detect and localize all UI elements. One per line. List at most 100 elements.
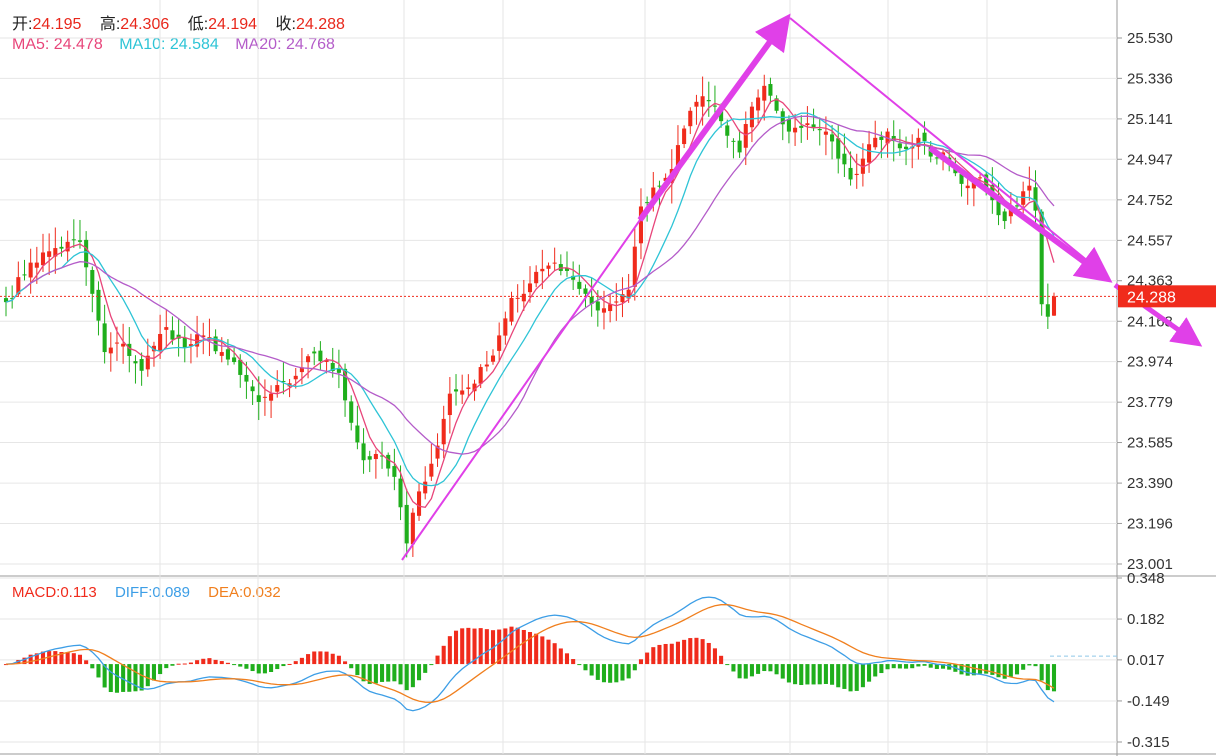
macd-bar-neg [626,664,631,679]
candle-up [306,356,311,363]
candle-up [626,289,631,299]
candlesticks [3,74,1057,558]
macd-bar-pos [22,657,27,665]
macd-tick-label: 0.348 [1127,570,1165,587]
macd-bar-pos [213,659,218,665]
macd-bar-neg [121,664,126,692]
macd-bar-pos [312,651,317,665]
macd-bar-neg [158,664,163,675]
candle-down [737,140,742,153]
macd-bar-neg [780,664,785,679]
macd-bar-neg [410,664,415,688]
candle-down [71,239,76,241]
macd-bar-pos [564,653,570,665]
candle-up [682,128,687,145]
price-tick-label: 23.390 [1127,475,1173,492]
macd-bar-pos [688,638,693,665]
price-tick-label: 25.141 [1127,111,1173,128]
macd-bar-neg [885,664,890,670]
macd-bar-neg [250,664,255,672]
macd-bar-neg [108,664,113,693]
macd-bar-pos [540,636,545,665]
macd-bar-pos [645,652,650,665]
candle-down [336,368,341,373]
candle-up [540,268,545,272]
macd-bar-pos [84,660,89,665]
candle-up [823,131,828,135]
high-value: 24.306 [120,16,170,33]
candle-down [404,504,409,544]
macd-bar-neg [398,664,403,685]
candle-up [552,262,557,264]
macd-bar-neg [891,664,896,669]
candle-up [53,248,58,257]
candle-up [965,185,970,189]
uptrend-arrow [637,13,791,222]
candle-down [349,401,354,423]
candle-up [762,85,767,101]
macd-bar-neg [632,664,637,671]
candle-down [786,119,791,132]
candle-down [959,174,964,184]
candle-down [984,174,989,188]
macd-bar-neg [749,664,754,677]
macd-bar-neg [238,664,243,667]
macd-bar-neg [1045,664,1050,691]
candle-up [275,385,280,392]
candle-up [1051,296,1057,316]
macd-bar-neg [959,664,964,675]
macd-bar-pos [28,654,33,665]
macd-bar-neg [595,664,600,680]
candle-up [429,463,434,477]
macd-bar-pos [453,630,459,665]
price-tick-label: 23.974 [1127,354,1173,371]
macd-bar-pos [546,639,551,665]
candle-up [466,387,471,389]
macd-bar-neg [990,664,995,675]
trend-arrows [401,13,1203,561]
macd-bar-neg [848,664,853,692]
macd-bar-neg [725,664,730,666]
macd-bar-neg [355,664,360,676]
downtrend-line [789,17,1106,276]
macd-bar-neg [373,664,378,684]
macd-bar-neg [1039,664,1044,681]
open-label: 开: [12,16,33,33]
candle-up [527,283,533,293]
ohlc-header: 开:24.195 高:24.306 低:24.194 收:24.288 [12,10,345,34]
candle-up [638,206,643,244]
macd-bar-pos [207,658,212,665]
macd-bar-pos [201,658,206,665]
macd-bar-pos [447,636,452,665]
candle-down [1014,205,1020,207]
candle-down [996,200,1001,216]
macd-bar-neg [867,664,872,682]
price-tick-label: 24.752 [1127,192,1173,209]
macd-bar-pos [534,633,539,665]
candle-up [151,345,156,352]
dea-line [5,604,1055,703]
candle-down [564,268,570,271]
macd-bar-neg [799,664,804,686]
macd-bar-pos [515,627,520,665]
candle-down [139,359,144,371]
macd-bar-neg [1027,664,1032,666]
macd-bar-neg [774,664,779,675]
candle-up [34,262,39,268]
candle-down [96,289,101,321]
macd-bar-neg [232,664,237,666]
macd-bar-pos [669,643,674,665]
macd-bar-neg [805,664,810,685]
candle-down [22,274,27,276]
candle-up [145,355,150,370]
macd-bar-neg [114,664,119,693]
macd-bar-pos [65,652,70,665]
macd-bar-neg [423,664,428,673]
macd-bar-pos [59,652,64,665]
ma5-legend: MA5: 24.478 [12,36,103,53]
candle-down [731,140,736,142]
macd-bar-neg [762,664,767,672]
candle-down [595,301,600,311]
macd-bar-neg [793,664,798,685]
candle-down [281,380,286,382]
